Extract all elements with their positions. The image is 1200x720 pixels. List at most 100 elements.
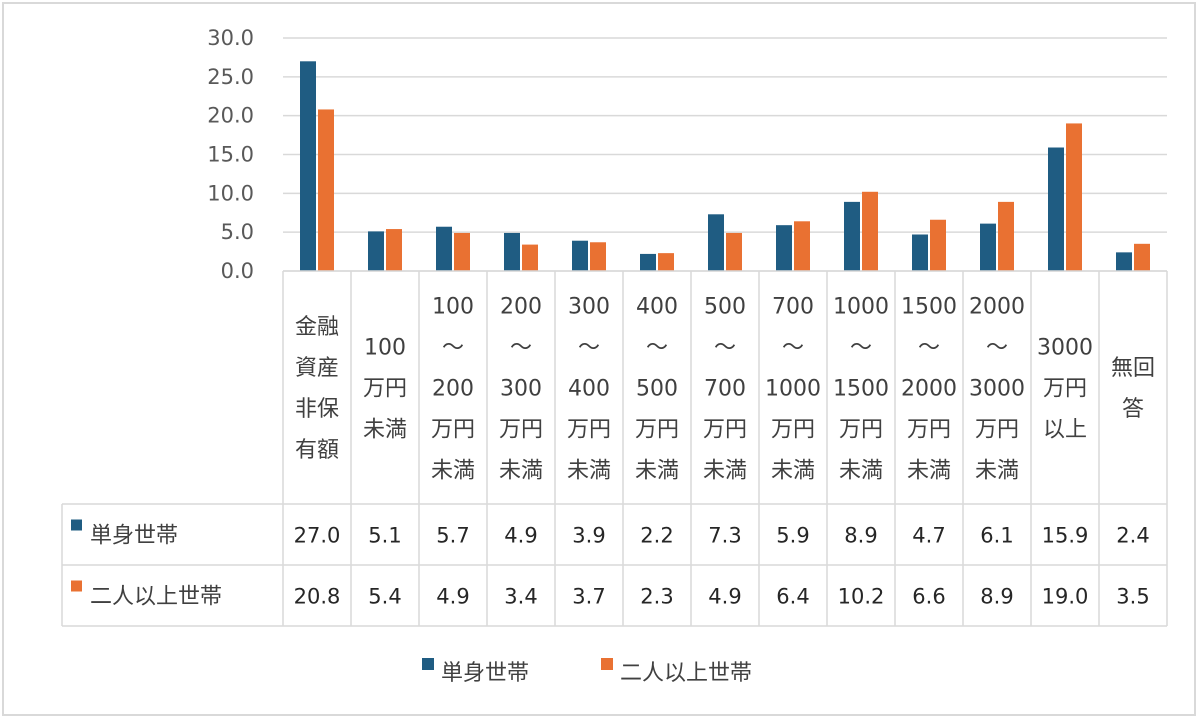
bar-chart-with-data-table: 0.05.010.015.020.025.030.0金融資産非保有額100万円未…: [61, 26, 1168, 686]
category-label: 100: [432, 295, 474, 320]
category-label: ～: [986, 336, 1008, 361]
bar-series-2: [998, 201, 1014, 271]
category-label: 非保: [295, 397, 339, 422]
data-table-cell: 2.3: [640, 585, 673, 609]
category-label: 1500: [833, 377, 889, 402]
bar-series-1: [300, 61, 316, 271]
bar-series-2: [794, 221, 810, 271]
data-table-cell: 20.8: [294, 585, 341, 609]
data-table-cell: 8.9: [844, 524, 877, 548]
category-label: 万円: [839, 418, 883, 443]
legend-key-series-1: [71, 519, 82, 531]
bar-series-2: [930, 219, 946, 271]
category-label: ～: [714, 336, 736, 361]
bar-series-2: [726, 232, 742, 271]
category-label: 万円: [703, 418, 747, 443]
bar-series-1: [572, 240, 588, 271]
category-label: 400: [568, 377, 610, 402]
legend-swatch: [422, 658, 434, 670]
category-label: 2000: [901, 377, 957, 402]
category-label: ～: [578, 336, 600, 361]
category-label: 資産: [295, 356, 339, 381]
category-label: 2000: [969, 295, 1025, 320]
data-table-cell: 5.1: [368, 524, 401, 548]
data-table-cell: 4.9: [708, 585, 741, 609]
bar-series-1: [504, 232, 520, 271]
data-table-cell: 6.6: [912, 585, 945, 609]
data-table-cell: 2.4: [1116, 524, 1149, 548]
bar-series-2: [1066, 123, 1082, 271]
y-tick-label: 20.0: [207, 104, 254, 128]
category-label: 万円: [907, 418, 951, 443]
category-label: 以上: [1043, 418, 1087, 443]
data-table-cell: 4.9: [504, 524, 537, 548]
data-table-cell: 8.9: [980, 585, 1013, 609]
category-label: 万円: [499, 418, 543, 443]
data-table-cell: 3.5: [1116, 585, 1149, 609]
bar-series-1: [844, 201, 860, 271]
category-label: 万円: [567, 418, 611, 443]
bar-series-1: [368, 231, 384, 271]
data-table-cell: 5.9: [776, 524, 809, 548]
data-table-cell: 3.9: [572, 524, 605, 548]
category-label: 未満: [363, 418, 407, 443]
bar-series-2: [862, 191, 878, 271]
bar-series-2: [318, 109, 334, 271]
category-label: ～: [646, 336, 668, 361]
category-label: 未満: [567, 459, 611, 484]
data-table-cell: 6.1: [980, 524, 1013, 548]
data-table-cell: 19.0: [1042, 585, 1089, 609]
data-table-cell: 5.7: [436, 524, 469, 548]
legend-swatch: [601, 658, 613, 670]
category-label: 100: [364, 336, 406, 361]
category-label: 未満: [907, 459, 951, 484]
category-label: 万円: [635, 418, 679, 443]
bar-series-2: [1134, 243, 1150, 271]
category-label: 万円: [363, 377, 407, 402]
category-label: 有額: [295, 438, 339, 463]
category-label: ～: [442, 336, 464, 361]
data-table-cell: 5.4: [368, 585, 401, 609]
category-label: 1000: [765, 377, 821, 402]
data-table-cell: 2.2: [640, 524, 673, 548]
data-table-cell: 7.3: [708, 524, 741, 548]
category-label: ～: [782, 336, 804, 361]
data-table-cell: 4.7: [912, 524, 945, 548]
data-table-cell: 15.9: [1042, 524, 1089, 548]
bar-series-1: [436, 226, 452, 271]
series-name: 二人以上世帯: [90, 585, 222, 610]
category-label: 1500: [901, 295, 957, 320]
category-label: 500: [704, 295, 746, 320]
category-label: ～: [850, 336, 872, 361]
category-label: 未満: [771, 459, 815, 484]
category-label: 答: [1122, 397, 1144, 422]
category-label: 万円: [975, 418, 1019, 443]
data-table-cell: 27.0: [294, 524, 341, 548]
bar-series-2: [590, 242, 606, 271]
category-label: ～: [918, 336, 940, 361]
data-table-cell: 3.4: [504, 585, 537, 609]
category-label: 300: [500, 377, 542, 402]
category-label: 700: [704, 377, 746, 402]
bar-series-1: [1048, 147, 1064, 271]
category-label: 200: [500, 295, 542, 320]
data-table-cell: 4.9: [436, 585, 469, 609]
legend-label: 二人以上世帯: [620, 661, 752, 686]
category-label: 500: [636, 377, 678, 402]
bar-series-1: [640, 253, 656, 271]
data-table-cell: 3.7: [572, 585, 605, 609]
category-label: 3000: [969, 377, 1025, 402]
bar-series-1: [912, 234, 928, 271]
y-tick-label: 0.0: [221, 259, 254, 283]
category-label: 700: [772, 295, 814, 320]
series-name: 単身世帯: [90, 524, 178, 549]
bar-series-2: [658, 253, 674, 271]
category-label: 万円: [431, 418, 475, 443]
data-table-cell: 6.4: [776, 585, 809, 609]
y-tick-label: 5.0: [221, 220, 254, 244]
category-label: 300: [568, 295, 610, 320]
category-label: 未満: [703, 459, 747, 484]
bar-series-2: [522, 244, 538, 271]
y-tick-label: 25.0: [207, 65, 254, 89]
